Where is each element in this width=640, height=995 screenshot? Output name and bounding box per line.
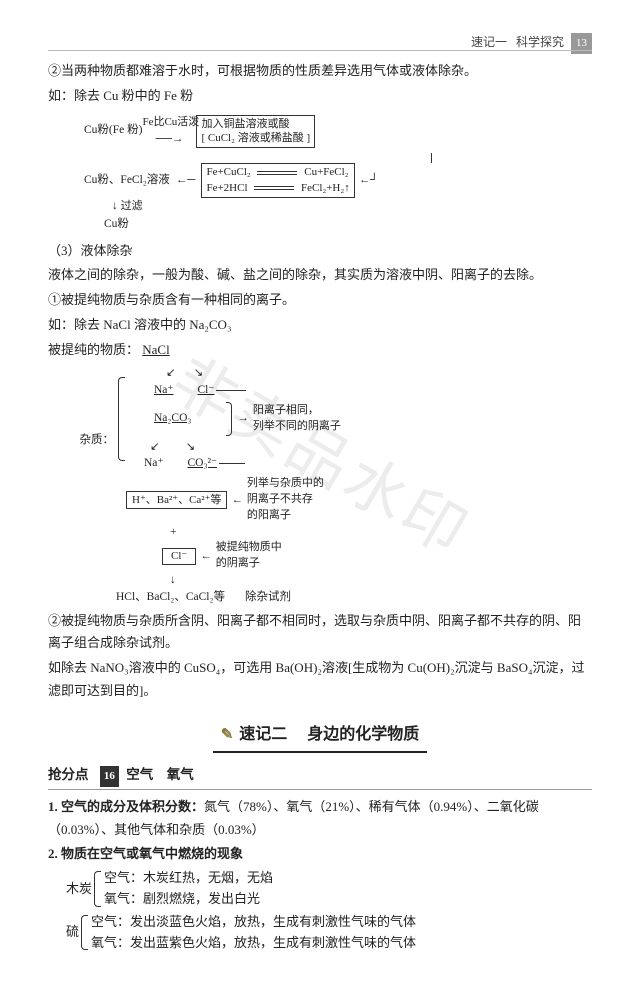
d2-impurity-label: 杂质： [80,434,115,446]
arrow-left-icon: ← [231,492,243,509]
chapter2-title-text: 身边的化学物质 [307,726,419,743]
chapter2-prefix: 速记二 [239,726,287,743]
header-rule [48,50,592,51]
diagram-cu-fe: Cu粉(Fe 粉) Fe比Cu活泼 ──→ 加入铜盐溶液或酸 [ CuCl₂ 溶… [84,114,592,234]
arrow-left-feed-icon: ←┘ [359,172,379,190]
left-brace-icon [118,377,125,461]
intro-line-1: ②当两种物质都难溶于水时，可根据物质的性质差异选用气体或液体除杂。 [48,60,592,83]
grab-topic: 空气 氧气 [126,767,194,782]
d1-box-line-a: 加入铜盐溶液或酸 [201,118,289,130]
d1-box-reagent: 加入铜盐溶液或酸 [ CuCl₂ 溶液或稀盐酸 ] [196,115,315,148]
page-number: 13 [571,33,592,54]
d2-na-1: Na⁺ [154,382,173,399]
d2-cations-box: H⁺、Ba²⁺、Ca²⁺等 [126,491,227,509]
d2-na2co3: Na₂CO₃ [154,410,191,427]
sec3-p2: ①被提纯物质与杂质含有一种相同的离子。 [48,289,592,312]
arrow-left-icon: ←─ [176,172,196,190]
sec3-p4: 被提纯的物质： NaCl [48,339,592,362]
arrow-down-right-icon: ↘ [186,439,196,456]
connector-line [216,390,246,391]
connector-line [219,463,245,464]
sec3b-p2: 如除去 NaNO₃溶液中的 CuSO₄，可选用 Ba(OH)₂溶液[生成物为 C… [48,657,592,703]
arrow-down-icon: ↓ [112,200,118,212]
charcoal-o2: 氧气：剧烈燃烧，发出白光 [104,889,273,910]
running-chapter-label: 速记一 [471,35,507,49]
d1-eq1-r: Cu+FeCl₂ [304,166,348,178]
air-h2-bold: 2. 物质在空气或氧气中燃烧的现象 [48,846,243,861]
d1-arrow1-label: Fe比Cu活泼 [142,114,199,131]
d1-mid-left: Cu粉、FeCl₂溶液 [84,172,170,190]
combustion-charcoal: 木炭 空气：木炭红热，无烟，无焰 氧气：剧烈燃烧，发出白光 [66,868,592,910]
sulfur-label: 硫 [66,921,79,944]
air-composition: 1. 空气的成分及体积分数：氮气（78%）、氧气（21%）、稀有气体（0.94%… [48,796,592,842]
air-h1: 1. 空气的成分及体积分数： [48,799,204,814]
grab-label: 抢分点 [48,763,89,787]
d1-box-line-b: [ CuCl₂ 溶液或稀盐酸 ] [201,132,310,144]
d2-reagent-label: 除杂试剂 [245,589,291,606]
chapter-2-title: ✎ 速记二 身边的化学物质 [48,721,592,753]
sec3-heading: （3）液体除杂 [48,240,592,263]
sec3-p4-val: NaCl [142,342,169,357]
sec3-p3: 如：除去 NaCl 溶液中的 Na₂CO₃ [48,314,592,337]
sec3-p1: 液体之间的除杂，一般为酸、碱、盐之间的除杂，其实质为溶液中阴、阳离子的去除。 [48,264,592,287]
arrow-down-left-icon: ↙ [166,365,176,382]
d2-na-2: Na⁺ [144,455,163,472]
arrow-right-icon: ──→ [156,133,184,145]
d1-step-filter: 过滤 [121,198,143,215]
grab-number-tile: 16 [100,766,119,787]
left-brace-icon [92,868,102,910]
arrow-down-right-icon: ↘ [194,365,204,382]
d1-start: Cu粉(Fe 粉) [84,122,142,140]
d1-end: Cu粉 [104,218,129,230]
d2-reagents: HCl、BaCl₂、CaCl₂等 [116,589,225,606]
arrow-right-icon: → [237,410,249,427]
d1-eq1-l: Fe+CuCl₂ [206,166,250,178]
charcoal-air: 空气：木炭红热，无烟，无焰 [104,868,273,889]
page: 速记一 科学探究 13 非卖品水印 ②当两种物质都难溶于水时，可根据物质的性质差… [0,0,640,995]
d2-plus-1: + [170,526,177,538]
charcoal-label: 木炭 [66,878,92,901]
arrow-down-left-icon: ↙ [150,439,160,456]
d1-eq2-r: FeCl₂+H₂↑ [301,182,350,194]
d2-co3: CO₃²⁻ [187,455,217,472]
eq-line-icon [257,171,297,175]
d2-note-incompat: 列举与杂质中的 阴离子不共存 的阳离子 [247,476,324,524]
grab-point-16-header: 抢分点 16 空气 氧气 [48,763,592,790]
sulfur-o2: 氧气：发出蓝紫色火焰，放热，生成有刺激性气味的气体 [91,933,416,954]
sec3b-p1: ②被提纯物质与杂质所含阴、阳离子都不相同时，选取与杂质中阴、阳离子都不共存的阴、… [48,610,592,656]
eq-line-icon [254,186,294,190]
d2-anion-box: Cl⁻ [162,548,196,564]
intro-line-2: 如：除去 Cu 粉中的 Fe 粉 [48,85,592,108]
d2-note-cation-same: 阳离子相同， 列举不同的阴离子 [253,403,341,435]
left-brace-icon [79,912,89,954]
running-chapter-title: 科学探究 [516,35,564,49]
connector-line [176,153,432,163]
sulfur-air: 空气：发出淡蓝色火焰，放热，生成有刺激性气味的气体 [91,912,416,933]
d2-note-anion: 被提纯物质中 的阴离子 [216,540,282,572]
d1-equations-box: Fe+CuCl₂ Cu+FeCl₂ Fe+2HCl FeCl₂+H₂↑ [201,163,354,198]
diagram-ion-removal: 杂质： ↙ ↘ Na⁺ Cl⁻ [58,365,592,605]
air-h2: 2. 物质在空气或氧气中燃烧的现象 [48,843,592,866]
d1-eq2-l: Fe+2HCl [206,182,247,194]
d2-cl-1: Cl⁻ [197,382,214,399]
pencil-note-icon: ✎ [221,727,234,743]
right-brace-icon [225,402,233,436]
sec3-p4-label: 被提纯的物质： [48,342,139,357]
combustion-sulfur: 硫 空气：发出淡蓝色火焰，放热，生成有刺激性气味的气体 氧气：发出蓝紫色火焰，放… [66,912,592,954]
arrow-left-icon: ← [200,548,212,565]
arrow-down-icon: ↓ [170,574,176,586]
